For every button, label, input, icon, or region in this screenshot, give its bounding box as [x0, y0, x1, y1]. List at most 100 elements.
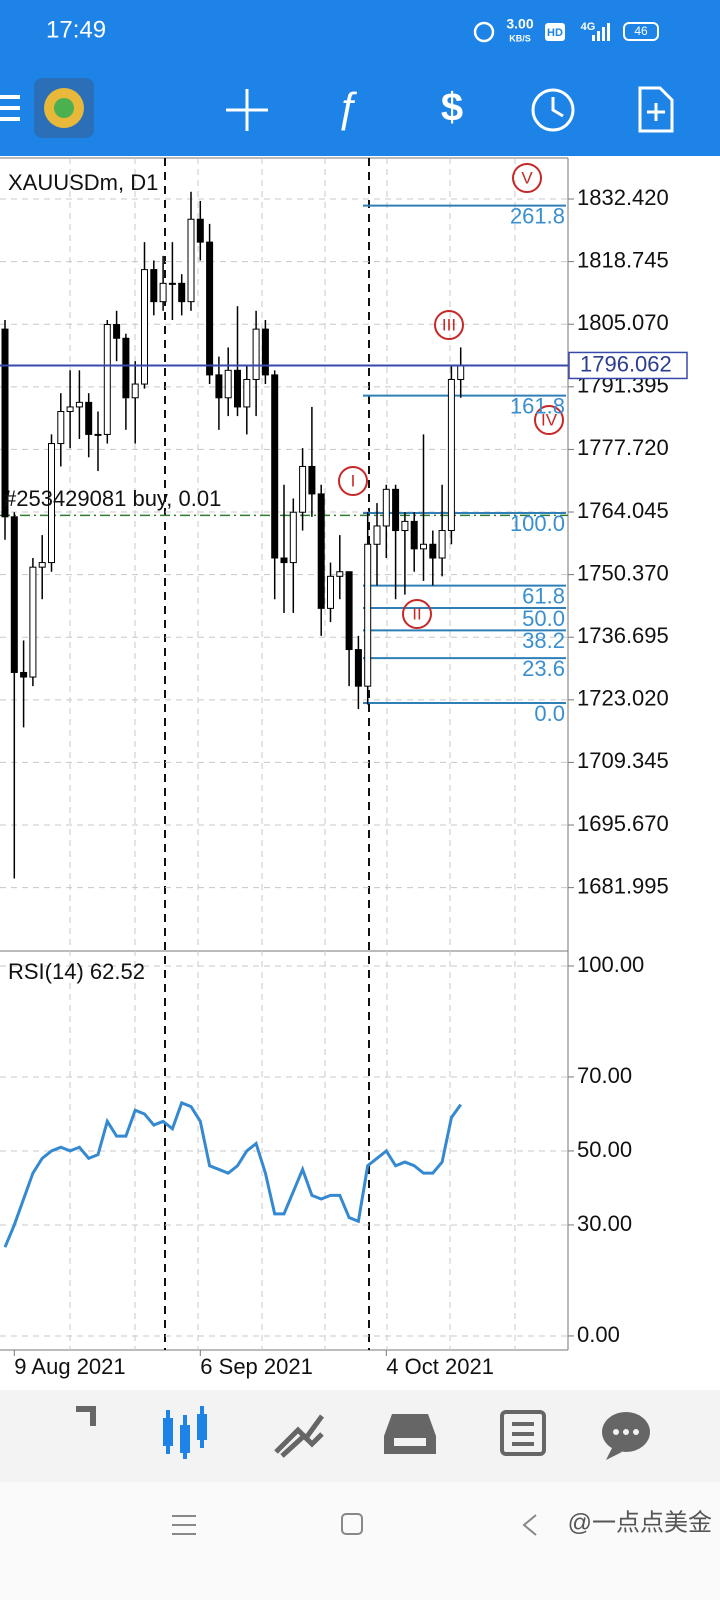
y-tick-label: 50.00 — [577, 1137, 632, 1162]
net-speed: 3.00 — [506, 16, 533, 32]
wave-label: II — [412, 604, 421, 623]
candle-body — [20, 671, 28, 678]
candle-body — [447, 378, 455, 532]
y-tick-label: 1777.720 — [577, 435, 669, 460]
current-price-box — [568, 351, 688, 380]
trade-tab[interactable] — [274, 1414, 325, 1458]
y-tick-label: 100.00 — [577, 952, 644, 977]
rsi-chart — [0, 965, 568, 1337]
app-logo-core — [54, 98, 74, 118]
candle-body — [392, 488, 400, 532]
candle-body — [252, 328, 260, 380]
candle-body — [327, 575, 334, 609]
y-tick-label: 1764.045 — [577, 498, 669, 523]
crosshair-button[interactable] — [226, 89, 268, 131]
battery-level: 46 — [634, 24, 648, 38]
fib-label: 23.6 — [522, 656, 565, 681]
symbol-title: XAUUSDm, D1 — [8, 170, 158, 195]
candle-body — [168, 282, 176, 285]
candle-body — [103, 324, 111, 435]
new-order-button[interactable] — [638, 86, 674, 133]
candle-body — [336, 571, 344, 577]
candle-body — [317, 493, 325, 609]
candle-body — [429, 543, 437, 559]
indicators-button[interactable]: ƒ — [335, 83, 358, 130]
timeframe-button[interactable] — [531, 88, 575, 132]
candle-body — [131, 383, 139, 399]
y-tick-label: 70.00 — [577, 1063, 632, 1088]
y-tick-label: 1723.020 — [577, 686, 669, 711]
y-tick-label: 1695.670 — [577, 811, 669, 836]
fib-label: 161.8 — [510, 393, 565, 418]
y-tick-label: 1709.345 — [577, 748, 669, 773]
candle-body — [206, 241, 214, 376]
battery-icon — [623, 22, 659, 41]
clock: 17:49 — [46, 16, 106, 43]
y-tick-label: 1832.420 — [577, 185, 669, 210]
system-nav — [0, 1482, 720, 1600]
candle-body — [280, 557, 288, 564]
period-separators — [164, 158, 370, 1350]
wave-label: IV — [541, 410, 558, 429]
main-chart — [0, 191, 568, 889]
candle-body — [364, 543, 372, 687]
history-tab[interactable] — [384, 1414, 436, 1454]
candle-body — [29, 566, 37, 678]
y-tick-label: 0.00 — [577, 1322, 620, 1347]
candle-body — [66, 406, 74, 413]
candle-body — [141, 269, 148, 385]
news-tab[interactable] — [500, 1410, 546, 1456]
candle-body — [94, 433, 102, 436]
hd-badge — [545, 23, 565, 41]
candle-body — [187, 218, 195, 303]
x-tick-label: 9 Aug 2021 — [14, 1354, 125, 1379]
menu-key[interactable] — [172, 1515, 196, 1535]
candle-body — [420, 543, 427, 550]
rsi-title: RSI(14) 62.52 — [8, 959, 145, 984]
chart-tab[interactable] — [163, 1406, 207, 1459]
y-tick-label: 1805.070 — [577, 310, 669, 335]
candle-body — [85, 401, 93, 435]
candle-body — [75, 401, 83, 408]
hd-text: HD — [547, 27, 563, 39]
wave-circles — [338, 163, 564, 629]
candle-body — [382, 488, 390, 527]
candle-body — [122, 337, 130, 399]
back-key[interactable] — [522, 1514, 537, 1536]
candle-body — [150, 269, 158, 303]
candle-body — [57, 411, 65, 445]
fib-label: 38.2 — [522, 628, 565, 653]
menu-button[interactable] — [0, 95, 20, 121]
candle-body — [457, 365, 465, 380]
candle-body — [1, 328, 9, 518]
bottom-nav — [0, 1390, 720, 1482]
quotes-tab[interactable] — [50, 1406, 96, 1452]
fib-label: 61.8 — [522, 583, 565, 608]
rsi-line — [3, 1100, 462, 1248]
net-speed-unit: KB/S — [509, 33, 531, 43]
candle-body — [10, 516, 18, 673]
y-tick-label: 1736.695 — [577, 623, 669, 648]
wave-label: III — [442, 315, 456, 334]
candle-body — [243, 378, 251, 408]
candle-body — [373, 525, 381, 545]
current-price-label: 1796.062 — [580, 351, 672, 376]
candle-body — [196, 218, 204, 243]
candle-body — [308, 465, 316, 495]
home-key[interactable] — [341, 1513, 363, 1535]
candle-body — [178, 282, 186, 303]
vertical-grid — [69, 158, 516, 1350]
wave-label: V — [521, 168, 533, 187]
fib-label: 100.0 — [510, 511, 565, 536]
watermark: @一点点美金 — [568, 1509, 712, 1536]
candle-body — [261, 328, 269, 376]
x-tick-label: 6 Sep 2021 — [200, 1354, 313, 1379]
candle-body — [38, 562, 46, 568]
y-tick-label: 1681.995 — [577, 873, 669, 898]
order-label: #253429081 buy, 0.01 — [4, 486, 221, 511]
chat-tab[interactable] — [602, 1412, 650, 1460]
y-tick-label: 30.00 — [577, 1211, 632, 1236]
symbol-button[interactable]: $ — [441, 86, 463, 130]
